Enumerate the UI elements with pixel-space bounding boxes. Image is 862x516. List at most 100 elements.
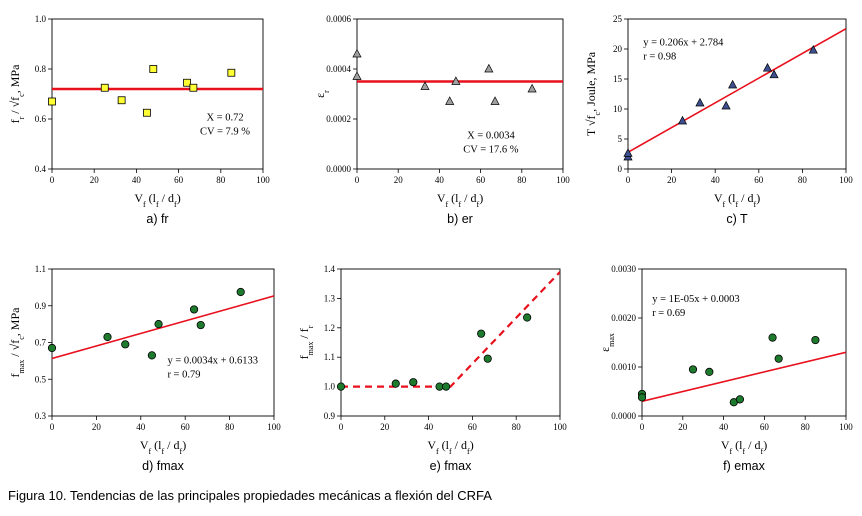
chart-fmax_ratio: 0 20 40 60 80 100 0.9 1.0 1.1 1.2 1.3 1.4 fmax / fr V… xyxy=(297,264,567,473)
data-point xyxy=(196,320,205,330)
x-axis-label: Vf (lf / df) xyxy=(437,191,483,209)
data-point xyxy=(808,44,818,54)
chart-er: 0 20 40 60 80 100 0.0000 0.0002 0.0004 0.0006 X = … xyxy=(313,14,570,226)
x-tick-label: 100 xyxy=(556,175,570,185)
x-tick-label: 60 xyxy=(476,175,486,185)
x-tick-label: 40 xyxy=(132,175,142,185)
y-axis-label: εr xyxy=(313,90,331,98)
subplot-caption: e) fmax xyxy=(430,459,472,473)
data-point xyxy=(768,333,777,342)
x-tick-label: 80 xyxy=(512,422,522,432)
annotation: CV = 17.6 % xyxy=(463,145,519,156)
data-point xyxy=(121,340,130,349)
annotation: r = 0.69 xyxy=(652,308,685,319)
annotation: y = 1E-05x + 0.0003 xyxy=(652,294,739,305)
y-tick-label: 0.0000 xyxy=(611,411,636,421)
data-point xyxy=(442,382,451,391)
x-tick-label: 20 xyxy=(90,175,100,185)
data-point xyxy=(688,365,698,374)
x-tick-label: 0 xyxy=(339,422,344,432)
y-tick-label: 0.9 xyxy=(35,301,47,311)
data-point xyxy=(769,69,779,79)
plot-frame xyxy=(51,18,264,170)
data-point xyxy=(677,115,688,125)
data-point xyxy=(721,100,731,110)
x-tick-label: 40 xyxy=(424,422,434,432)
x-tick-label: 0 xyxy=(50,175,55,185)
chart-fmax: 0 20 40 60 80 100 0.3 0.5 0.7 0.9 1.1 y = 0.0034x +… xyxy=(8,264,281,473)
x-tick-label: 20 xyxy=(678,422,688,432)
annotation: r = 0.98 xyxy=(643,51,676,62)
y-tick-label: 1.0 xyxy=(324,382,336,392)
chart-fr: 0 20 40 60 80 100 0.4 0.6 0.8 1.0 X = 0.72 CV = 7.9… xyxy=(8,14,270,226)
x-tick-label: 40 xyxy=(136,422,146,432)
y-axis-label: fmax / fr xyxy=(297,325,315,359)
y-tick-label: 25 xyxy=(613,14,623,24)
plot-frame xyxy=(627,18,847,170)
y-tick-label: 0.0002 xyxy=(326,114,351,124)
x-tick-label: 20 xyxy=(667,175,677,185)
data-point xyxy=(391,379,400,388)
data-point xyxy=(637,393,647,402)
fit-group xyxy=(341,271,560,388)
plot-frame xyxy=(340,268,561,417)
y-tick-label: 0.0004 xyxy=(326,64,351,74)
y-tick-label: 0.4 xyxy=(35,164,47,174)
plot-frame xyxy=(641,268,847,417)
y-tick-label: 0.5 xyxy=(35,374,47,384)
data-point xyxy=(477,329,486,338)
y-tick-label: 10 xyxy=(613,104,623,114)
y-tick-label: 1.4 xyxy=(324,264,336,274)
data-point xyxy=(409,378,418,387)
y-axis-label: fmax / √fc, MPa xyxy=(8,307,26,378)
annotation: y = 0.206x + 2.784 xyxy=(643,37,724,48)
data-point xyxy=(420,81,430,90)
x-tick-label: 60 xyxy=(174,175,184,185)
trend-line xyxy=(642,351,846,403)
y-tick-label: 0.3 xyxy=(35,411,47,421)
data-point xyxy=(623,148,633,157)
y-tick-label: 1.0 xyxy=(35,14,47,24)
x-tick-label: 100 xyxy=(553,422,567,432)
y-tick-label: 0.8 xyxy=(35,64,47,74)
data-point xyxy=(451,76,461,85)
x-axis-label: Vf (lf / df) xyxy=(721,438,767,456)
x-axis-label: Vf (lf / df) xyxy=(714,191,760,209)
data-point xyxy=(490,96,500,105)
data-point xyxy=(147,351,156,360)
x-tick-label: 40 xyxy=(719,422,729,432)
subplot-caption: d) fmax xyxy=(142,459,184,473)
y-tick-label: 1.1 xyxy=(324,352,335,362)
annotation: CV = 7.9 % xyxy=(200,126,250,137)
data-point xyxy=(774,354,783,363)
x-tick-label: 100 xyxy=(267,422,281,432)
annotation: X = 0.72 xyxy=(206,112,243,123)
fit-group xyxy=(642,351,846,403)
annotation: r = 0.79 xyxy=(167,370,200,381)
y-tick-label: 0.0030 xyxy=(611,264,636,274)
x-tick-label: 60 xyxy=(181,422,191,432)
data-point xyxy=(484,63,494,73)
data-point xyxy=(336,382,346,391)
dashed-fit-line xyxy=(341,271,560,388)
data-point xyxy=(762,62,773,72)
trend-line xyxy=(628,28,846,153)
y-tick-label: 0.6 xyxy=(35,114,47,124)
data-point xyxy=(100,83,109,92)
data-point xyxy=(47,343,57,353)
subplot-caption: a) fr xyxy=(146,212,168,226)
x-tick-label: 0 xyxy=(640,422,645,432)
y-tick-label: 20 xyxy=(613,44,623,54)
y-tick-label: 1.3 xyxy=(324,293,336,303)
chart-T: 0 20 40 60 80 100 0 5 10 15 20 25 y = 0.206x + 2.784… xyxy=(584,14,853,226)
x-tick-label: 80 xyxy=(225,422,235,432)
y-tick-label: 15 xyxy=(613,74,623,84)
data-point xyxy=(183,78,191,87)
y-axis-label: εmax xyxy=(598,333,616,352)
x-tick-label: 20 xyxy=(394,175,404,185)
y-tick-label: 1.2 xyxy=(324,323,335,333)
data-point xyxy=(735,395,745,404)
x-axis-label: Vf (lf / df) xyxy=(134,191,180,209)
x-tick-label: 80 xyxy=(517,175,527,185)
